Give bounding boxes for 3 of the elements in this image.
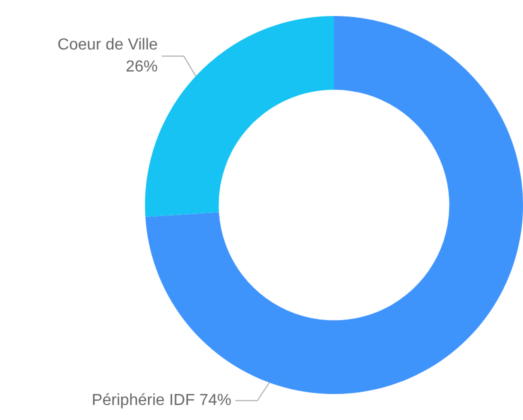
data-label: 26% <box>126 58 158 76</box>
slice-label: Coeur de Ville <box>58 36 158 54</box>
slice-label: Périphérie IDF 74% <box>92 392 232 410</box>
